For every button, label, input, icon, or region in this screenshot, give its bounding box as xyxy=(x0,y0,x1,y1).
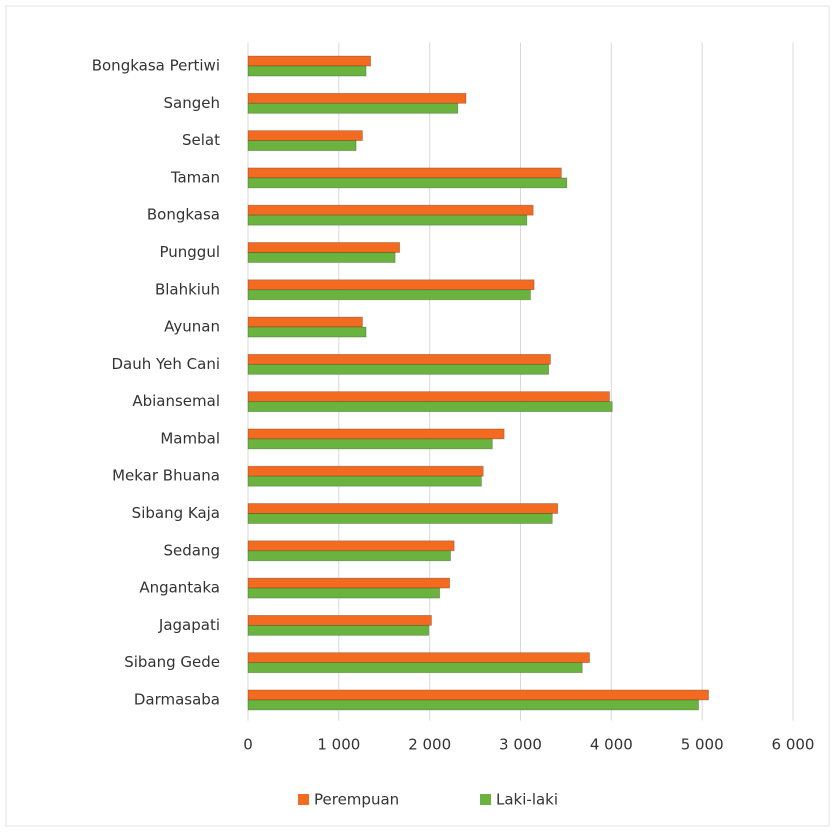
bar xyxy=(247,577,451,589)
y-tick-label: Bongkasa xyxy=(147,206,220,224)
bar xyxy=(247,465,484,477)
bar xyxy=(247,401,613,413)
bar xyxy=(247,279,535,291)
y-tick-label: Sibang Kaja xyxy=(132,504,220,522)
x-tick-label: 5 000 xyxy=(681,736,724,754)
y-tick-label: Ayunan xyxy=(164,318,220,336)
bar xyxy=(247,167,562,179)
bar xyxy=(247,353,551,365)
y-tick-label: Sedang xyxy=(164,541,221,559)
bar xyxy=(247,662,583,674)
bar xyxy=(247,699,699,711)
y-tick-label: Punggul xyxy=(159,243,220,261)
bar xyxy=(247,204,534,216)
bar xyxy=(247,130,363,142)
bar xyxy=(247,140,357,152)
y-tick-label: Darmasaba xyxy=(134,690,220,708)
bar xyxy=(247,363,550,375)
bar xyxy=(247,438,493,450)
bar xyxy=(247,65,367,77)
bar xyxy=(247,587,441,599)
x-tick-label: 0 xyxy=(243,736,253,754)
bar xyxy=(247,475,482,487)
bar xyxy=(247,550,451,562)
x-tick-label: 4 000 xyxy=(590,736,633,754)
bar xyxy=(247,689,709,701)
legend-swatch xyxy=(480,794,491,805)
legend-swatch xyxy=(298,794,309,805)
y-tick-label: Mambal xyxy=(160,429,220,447)
bar xyxy=(247,214,528,226)
bar xyxy=(247,242,401,253)
bar xyxy=(247,252,396,263)
chart-frame xyxy=(5,5,830,827)
y-tick-label: Dauh Yeh Cani xyxy=(111,355,220,373)
x-tick-label: 6 000 xyxy=(772,736,815,754)
bar xyxy=(247,540,455,552)
bar xyxy=(247,652,590,664)
y-tick-label: Abiansemal xyxy=(132,392,220,410)
y-tick-label: Bongkasa Pertiwi xyxy=(92,57,220,75)
y-tick-label: Sangeh xyxy=(164,94,220,112)
bar xyxy=(247,55,372,67)
x-tick-label: 3 000 xyxy=(499,736,542,754)
bar xyxy=(247,614,432,626)
bar xyxy=(247,102,459,114)
y-tick-label: Sibang Gede xyxy=(124,653,220,671)
y-tick-label: Angantaka xyxy=(139,579,220,597)
bar xyxy=(247,177,568,189)
bar xyxy=(247,391,610,403)
bar xyxy=(247,326,367,338)
bar xyxy=(247,624,430,636)
legend-label: Laki-laki xyxy=(496,791,558,809)
y-tick-label: Blahkiuh xyxy=(155,280,220,298)
bar xyxy=(247,289,531,301)
x-tick-label: 2 000 xyxy=(408,736,451,754)
x-tick-label: 1 000 xyxy=(317,736,360,754)
bar xyxy=(247,316,363,328)
y-tick-label: Mekar Bhuana xyxy=(112,467,220,485)
y-tick-label: Taman xyxy=(170,168,220,186)
legend-label: Perempuan xyxy=(314,791,399,809)
bar xyxy=(247,513,553,524)
y-tick-label: Selat xyxy=(182,131,220,149)
bar xyxy=(247,503,559,514)
bar xyxy=(247,428,505,440)
y-tick-label: Jagapati xyxy=(158,616,220,634)
bar xyxy=(247,92,467,104)
